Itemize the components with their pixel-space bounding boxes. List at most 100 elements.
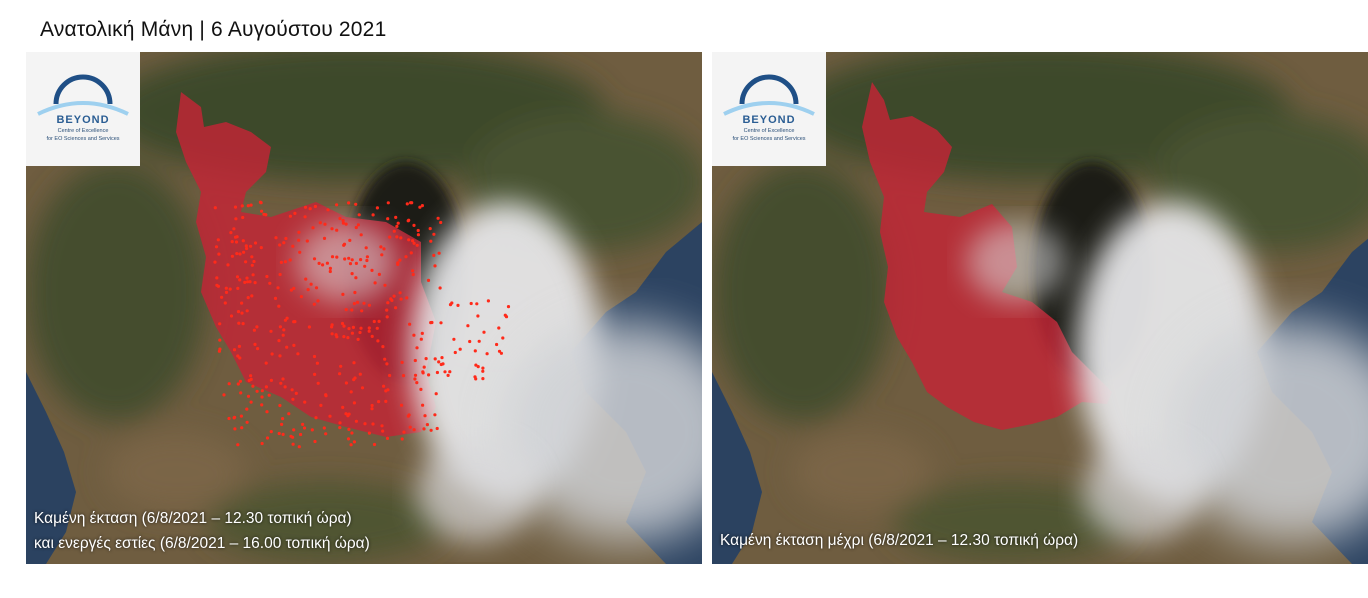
active-fire-point [506, 305, 511, 309]
active-fire-point [223, 301, 227, 305]
active-fire-point [246, 394, 251, 398]
active-fire-point [256, 347, 260, 351]
logo-subtitle-2: for EO Sciences and Services [732, 136, 806, 142]
caption-left-line2: και ενεργές εστίες (6/8/2021 – 16.00 τοπ… [34, 535, 370, 552]
active-fire-point [244, 260, 248, 264]
active-fire-point [338, 372, 342, 376]
active-fire-point [418, 205, 422, 209]
active-fire-point [250, 263, 254, 267]
active-fire-point [260, 441, 264, 446]
beyond-logo: BEYOND Centre of Excellence for EO Scien… [712, 52, 826, 166]
active-fire-point [435, 426, 439, 431]
active-fire-point [241, 215, 245, 220]
active-fire-point [265, 274, 269, 279]
active-fire-point [344, 222, 348, 226]
smoke-plume [296, 202, 702, 542]
active-fire-point [481, 366, 485, 370]
active-fire-point [347, 256, 351, 260]
active-fire-point [350, 331, 354, 335]
active-fire-point [386, 301, 390, 305]
active-fire-point [241, 239, 245, 243]
active-fire-point [326, 208, 330, 212]
active-fire-point [396, 221, 400, 225]
active-fire-point [237, 344, 241, 348]
active-fire-point [328, 266, 332, 270]
active-fire-point [264, 213, 268, 217]
active-fire-point [283, 318, 287, 322]
active-fire-point [370, 407, 374, 411]
active-fire-point [252, 328, 256, 332]
active-fire-point [408, 425, 412, 429]
active-fire-point [335, 203, 339, 207]
active-fire-point [377, 272, 381, 276]
active-fire-point [224, 290, 229, 294]
active-fire-point [350, 272, 354, 276]
active-fire-point [353, 290, 357, 295]
active-fire-point [238, 379, 242, 383]
active-fire-point [394, 306, 398, 310]
active-fire-point [313, 439, 317, 444]
active-fire-point [382, 247, 386, 251]
active-fire-point [270, 352, 274, 356]
active-fire-point [260, 403, 264, 407]
active-fire-point [279, 381, 283, 385]
active-fire-point [340, 321, 345, 326]
active-fire-point [433, 264, 437, 268]
active-fire-point [227, 382, 231, 386]
active-fire-point [330, 323, 334, 327]
active-fire-point [385, 308, 389, 312]
active-fire-point [419, 337, 423, 341]
active-fire-point [412, 428, 416, 432]
logo-name: BEYOND [742, 114, 796, 126]
active-fire-point [233, 235, 238, 239]
caption-right: Καμένη έκταση μέχρι (6/8/2021 – 12.30 το… [720, 532, 1079, 549]
active-fire-point [356, 223, 360, 227]
active-fire-point [413, 373, 418, 377]
active-fire-point [236, 354, 240, 358]
active-fire-point [291, 442, 295, 446]
active-fire-point [325, 261, 329, 265]
active-fire-point [415, 346, 419, 350]
active-fire-point [287, 412, 291, 416]
active-fire-point [354, 276, 358, 280]
active-fire-point [468, 339, 472, 344]
active-fire-point [399, 403, 404, 407]
active-fire-point [215, 283, 219, 287]
map-panel-right[interactable]: BEYOND Centre of Excellence for EO Scien… [712, 52, 1368, 564]
active-fire-point [253, 241, 258, 245]
map-panel-left[interactable]: BEYOND Centre of Excellence for EO Scien… [26, 52, 702, 564]
active-fire-point [255, 325, 259, 329]
active-fire-point [435, 370, 439, 375]
active-fire-point [338, 216, 342, 221]
active-fire-point [241, 322, 245, 326]
active-fire-point [481, 377, 485, 381]
active-fire-point [220, 295, 224, 299]
active-fire-point [253, 342, 257, 346]
active-fire-point [303, 215, 307, 219]
active-fire-point [367, 431, 371, 435]
active-fire-point [238, 278, 242, 282]
active-fire-point [386, 388, 390, 392]
active-fire-point [446, 373, 450, 377]
active-fire-point [235, 275, 240, 279]
active-fire-point [367, 326, 371, 330]
active-fire-point [281, 377, 285, 381]
active-fire-point [395, 224, 399, 228]
active-fire-point [412, 223, 416, 227]
active-fire-point [497, 349, 502, 353]
active-fire-point [316, 381, 320, 385]
active-fire-point [278, 272, 282, 277]
active-fire-point [466, 324, 470, 328]
beyond-logo-mark [723, 74, 815, 116]
active-fire-point [420, 204, 424, 208]
active-fire-point [392, 294, 396, 298]
active-fire-point [408, 322, 412, 326]
active-fire-point [234, 240, 239, 244]
active-fire-point [218, 322, 222, 326]
active-fire-point [240, 311, 244, 315]
active-fire-point [388, 235, 392, 239]
active-fire-point [342, 324, 346, 328]
active-fire-point [365, 255, 369, 259]
active-fire-point [411, 239, 415, 243]
active-fire-point [453, 350, 457, 355]
